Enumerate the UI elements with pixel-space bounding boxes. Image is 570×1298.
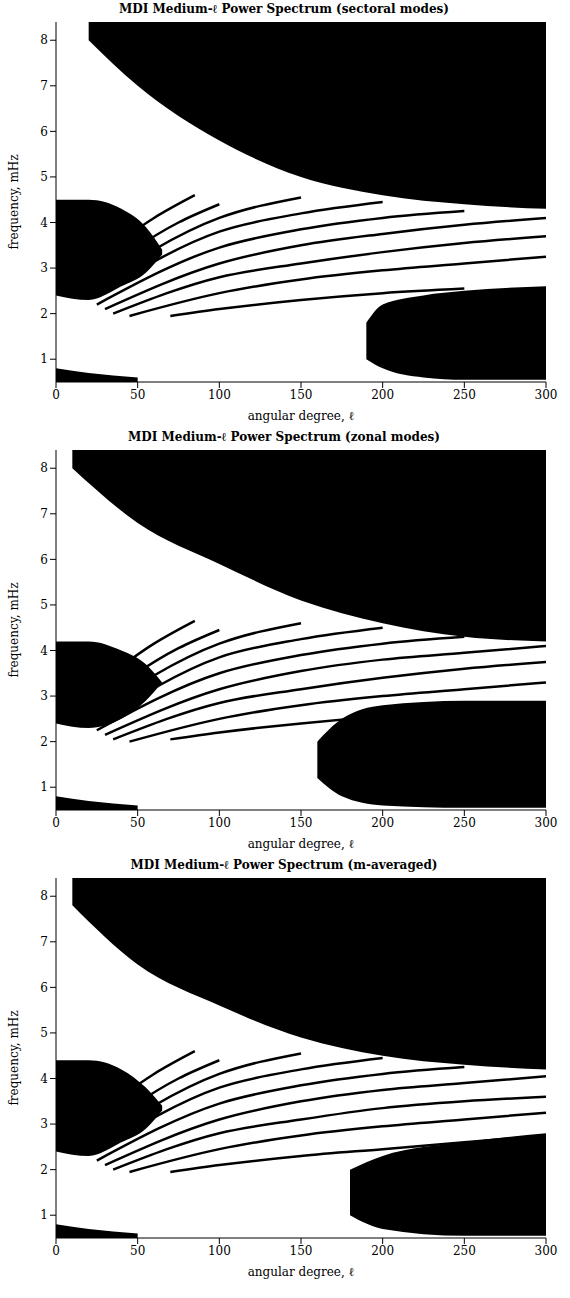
svg-text:1: 1 [40, 352, 48, 366]
svg-text:3: 3 [40, 689, 48, 703]
svg-text:8: 8 [40, 889, 48, 903]
svg-text:frequency, mHz: frequency, mHz [7, 154, 21, 249]
svg-text:3: 3 [40, 261, 48, 275]
svg-text:200: 200 [371, 816, 394, 830]
svg-text:5: 5 [40, 598, 48, 612]
svg-text:150: 150 [290, 816, 313, 830]
svg-text:3: 3 [40, 1117, 48, 1131]
svg-text:angular degree, ℓ: angular degree, ℓ [248, 1265, 355, 1279]
svg-text:angular degree, ℓ: angular degree, ℓ [248, 409, 355, 423]
svg-text:5: 5 [40, 1026, 48, 1040]
svg-text:8: 8 [40, 33, 48, 47]
svg-text:250: 250 [453, 388, 476, 402]
svg-text:200: 200 [371, 388, 394, 402]
html-text:MDI Medium-ℓ Power Spectrum (m: MDI Medium-ℓ Power Spectrum (m-averaged) [130, 858, 438, 872]
svg-text:4: 4 [40, 1072, 48, 1086]
svg-text:250: 250 [453, 1244, 476, 1258]
svg-text:7: 7 [40, 79, 48, 93]
svg-text:frequency, mHz: frequency, mHz [7, 1010, 21, 1105]
svg-text:250: 250 [453, 816, 476, 830]
svg-text:8: 8 [40, 461, 48, 475]
svg-text:300: 300 [535, 1244, 558, 1258]
svg-text:50: 50 [130, 388, 145, 402]
svg-text:7: 7 [40, 507, 48, 521]
svg-text:2: 2 [40, 735, 48, 749]
svg-text:150: 150 [290, 388, 313, 402]
svg-text:0: 0 [52, 1244, 60, 1258]
svg-text:100: 100 [208, 1244, 231, 1258]
svg-text:2: 2 [40, 1163, 48, 1177]
svg-text:200: 200 [371, 1244, 394, 1258]
svg-text:100: 100 [208, 388, 231, 402]
svg-text:50: 50 [130, 816, 145, 830]
svg-text:7: 7 [40, 935, 48, 949]
svg-text:0: 0 [52, 388, 60, 402]
svg-text:6: 6 [40, 981, 48, 995]
svg-text:300: 300 [535, 816, 558, 830]
svg-text:300: 300 [535, 388, 558, 402]
svg-text:4: 4 [40, 644, 48, 658]
svg-text:50: 50 [130, 1244, 145, 1258]
html-text:MDI Medium-ℓ Power Spectrum (s: MDI Medium-ℓ Power Spectrum (sectoral mo… [119, 2, 449, 16]
svg-text:0: 0 [52, 816, 60, 830]
svg-text:5: 5 [40, 170, 48, 184]
svg-text:2: 2 [40, 307, 48, 321]
svg-text:1: 1 [40, 780, 48, 794]
svg-text:6: 6 [40, 125, 48, 139]
svg-text:6: 6 [40, 553, 48, 567]
svg-text:1: 1 [40, 1208, 48, 1222]
svg-text:4: 4 [40, 216, 48, 230]
svg-text:100: 100 [208, 816, 231, 830]
svg-text:150: 150 [290, 1244, 313, 1258]
svg-text:frequency, mHz: frequency, mHz [7, 582, 21, 677]
svg-text:angular degree, ℓ: angular degree, ℓ [248, 837, 355, 851]
html-text:MDI Medium-ℓ Power Spectrum (z: MDI Medium-ℓ Power Spectrum (zonal modes… [128, 430, 440, 444]
